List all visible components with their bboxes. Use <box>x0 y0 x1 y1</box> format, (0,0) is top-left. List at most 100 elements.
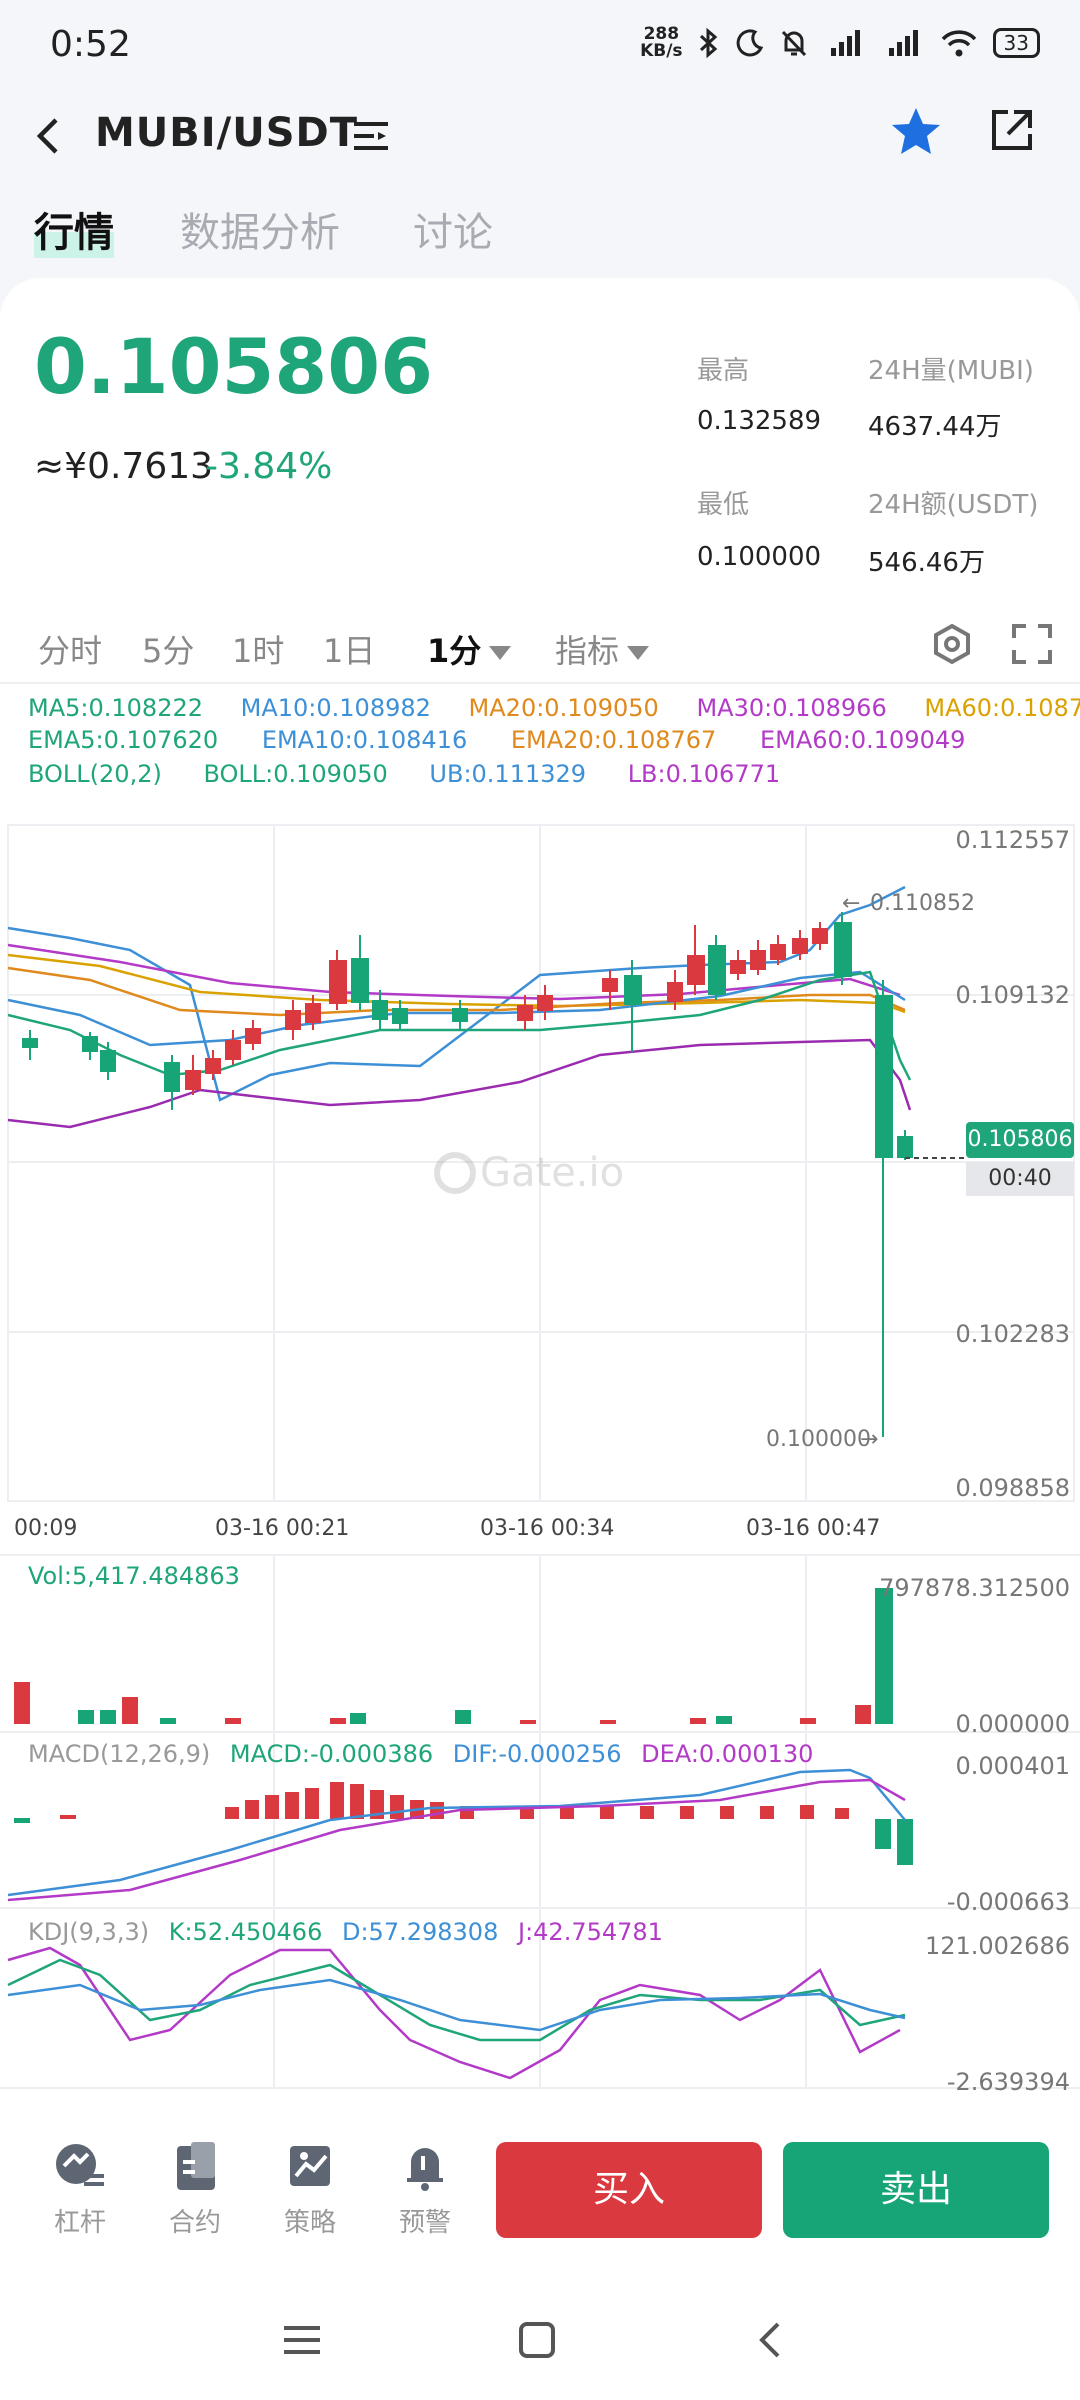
favorite-star-icon[interactable] <box>888 104 944 160</box>
high-label: 最高 <box>697 356 750 386</box>
strategy-icon <box>290 2146 330 2186</box>
candle <box>452 1000 468 1030</box>
strategy-button[interactable]: 策略 <box>270 2138 350 2239</box>
fullscreen-icon[interactable] <box>1010 622 1054 666</box>
k-value: K:52.450466 <box>168 1918 323 1946</box>
price-alert-button[interactable]: 预警 <box>385 2138 465 2239</box>
chart-settings-icon[interactable] <box>930 622 974 666</box>
boll-params: BOLL(20,2) <box>28 760 162 788</box>
kdj-legend: KDJ(9,3,3) K:52.450466 D:57.298308 J:42.… <box>28 1918 663 1946</box>
boll-legend: BOLL(20,2) BOLL:0.109050 UB:0.111329 LB:… <box>28 760 780 788</box>
chart-grid <box>0 824 1080 2089</box>
y-tick-label: 0.112557 <box>955 826 1070 854</box>
pair-switch-icon[interactable] <box>352 116 392 156</box>
period-5m[interactable]: 5分 <box>142 632 195 670</box>
candle <box>897 1130 913 1160</box>
macd-dea-line <box>7 1778 906 1902</box>
low-label: 最低 <box>697 490 750 520</box>
low-marker: 0.100000 <box>766 1427 871 1452</box>
candle <box>687 925 705 995</box>
macd-params: MACD(12,26,9) <box>28 1740 211 1768</box>
period-1d[interactable]: 1日 <box>323 632 376 670</box>
candlestick-chart[interactable]: Gate.io <box>0 820 1080 2100</box>
sell-button[interactable]: 卖出 <box>783 2142 1049 2238</box>
boll-value: BOLL:0.109050 <box>203 760 388 788</box>
x-tick-label: 03-16 00:21 <box>215 1516 350 1541</box>
back-icon[interactable] <box>28 108 68 164</box>
y-tick-label: 0.098858 <box>955 1474 1070 1502</box>
home-nav-icon[interactable] <box>507 2310 567 2370</box>
pair-title[interactable]: MUBI/USDT <box>95 110 359 156</box>
x-tick-label: 03-16 00:34 <box>480 1516 615 1541</box>
candle <box>225 1030 241 1065</box>
gate-logo-watermark: Gate.io <box>434 1150 624 1196</box>
j-value: J:42.754781 <box>517 1918 663 1946</box>
macd-value: MACD:-0.000386 <box>229 1740 434 1768</box>
amount-label: 24H额(USDT) <box>868 490 1039 520</box>
price-cny: ≈¥0.7613 <box>34 446 214 487</box>
ma5-line <box>7 970 912 1081</box>
tab-active-highlight <box>34 232 114 258</box>
status-time: 0:52 <box>50 24 131 65</box>
status-icons: 288 KB/s 33 <box>640 26 1040 60</box>
volume-min-label: 0.000000 <box>955 1710 1070 1738</box>
divider <box>0 682 1080 684</box>
candle <box>100 1042 116 1080</box>
candle <box>537 985 553 1020</box>
chevron-down-icon <box>627 646 650 660</box>
ma10-value: MA10:0.108982 <box>240 694 431 722</box>
indicator-selector[interactable]: 指标 <box>555 626 650 672</box>
dif-value: DIF:-0.000256 <box>452 1740 622 1768</box>
candle <box>708 935 726 1000</box>
ema-line <box>7 970 906 1047</box>
ema60-value: EMA60:0.109049 <box>759 726 966 754</box>
candle <box>602 970 618 1010</box>
share-icon[interactable] <box>986 104 1038 156</box>
macd-dif-line <box>7 1768 906 1897</box>
leverage-icon <box>56 2144 104 2186</box>
candle <box>730 950 746 980</box>
ma30-value: MA30:0.108966 <box>696 694 887 722</box>
indicator-lines <box>7 885 912 1129</box>
candle <box>624 960 642 1052</box>
candle <box>329 950 347 1010</box>
high-value: 0.132589 <box>697 406 822 436</box>
ema20-value: EMA20:0.108767 <box>510 726 717 754</box>
volume-legend: Vol:5,417.484863 <box>28 1562 240 1590</box>
tab-market[interactable]: 行情 <box>34 210 114 256</box>
last-price: 0.105806 <box>34 322 434 411</box>
candles <box>22 912 913 1437</box>
macd-max-label: 0.000401 <box>955 1752 1070 1780</box>
period-selector[interactable]: 1分 <box>427 626 512 672</box>
ma20-line <box>7 966 906 1017</box>
ema5-value: EMA5:0.107620 <box>28 726 219 754</box>
candle <box>667 970 683 1010</box>
svg-text:Gate.io: Gate.io <box>480 1150 624 1196</box>
back-nav-icon[interactable] <box>742 2310 802 2370</box>
candle <box>351 935 369 1010</box>
period-1h[interactable]: 1时 <box>232 632 285 670</box>
x-tick-label: 03-16 00:47 <box>746 1516 881 1541</box>
macd-histogram <box>14 1782 913 1865</box>
moon-icon <box>736 29 763 57</box>
leverage-button[interactable]: 杠杆 <box>40 2138 120 2239</box>
alert-bell-icon <box>407 2148 443 2191</box>
boll-lb-value: LB:0.106771 <box>627 760 781 788</box>
net-speed: 288 KB/s <box>640 24 683 61</box>
candle <box>834 912 852 985</box>
tab-data-analysis[interactable]: 数据分析 <box>180 210 340 256</box>
volume-bars <box>14 1588 893 1724</box>
candle <box>205 1050 221 1080</box>
kdj-j-line <box>7 1946 901 2080</box>
buy-button[interactable]: 买入 <box>496 2142 762 2238</box>
menu-nav-icon[interactable] <box>272 2310 332 2370</box>
futures-button[interactable]: 合约 <box>155 2138 235 2239</box>
candle <box>517 995 533 1030</box>
period-timeline[interactable]: 分时 <box>38 632 103 670</box>
signal-icon <box>830 30 860 56</box>
mute-icon <box>781 30 806 57</box>
tab-discussion[interactable]: 讨论 <box>413 210 493 256</box>
chevron-down-icon <box>489 646 512 660</box>
candle <box>372 990 388 1030</box>
candle <box>305 995 321 1030</box>
